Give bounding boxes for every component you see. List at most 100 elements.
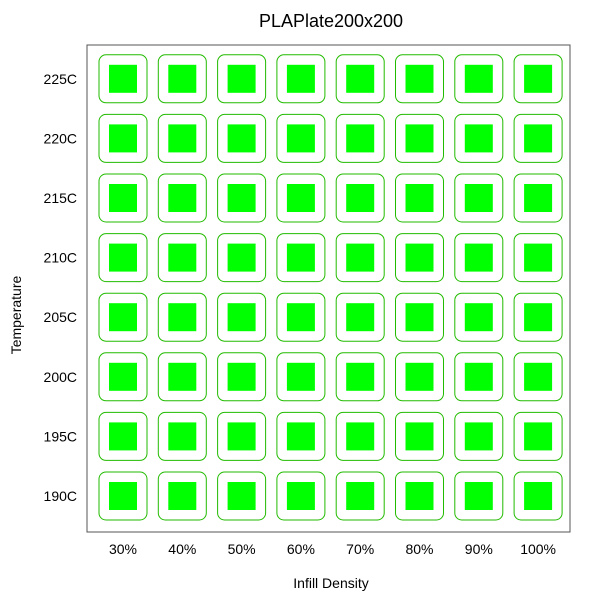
y-tick-label: 190C [44,488,77,504]
cell-80pct-220C [395,113,444,163]
cell-fill [109,303,137,332]
cell-80pct-225C [395,54,444,104]
cell-outline [395,411,444,461]
cell-fill [346,64,375,93]
cell-fill [464,243,493,272]
cell-fill [168,362,197,391]
cell-fill [524,64,553,93]
cell-fill [168,422,197,451]
cell-fill [524,482,553,510]
x-axis-label: Infill Density [293,575,368,591]
cell-fill [168,482,197,510]
cell-fill [286,243,315,272]
cell-80pct-215C [395,173,444,223]
cell-100pct-195C [513,411,563,461]
cell-outline [335,411,385,461]
cell-80pct-190C [395,471,444,521]
cell-outline [276,113,326,163]
cell-50pct-200C [217,352,267,402]
cell-40pct-190C [157,471,207,521]
cell-outline [276,292,326,342]
cell-outline [157,233,207,283]
cell-outline [217,292,267,342]
x-tick-label: 80% [405,541,433,557]
cell-60pct-200C [276,352,326,402]
cell-70pct-225C [335,54,385,104]
cell-outline [454,411,504,461]
plot-frame [86,44,571,533]
y-tick-label: 220C [44,130,77,146]
cell-fill [109,482,137,510]
cell-outline [513,471,563,521]
cell-outline [335,173,385,223]
cell-100pct-220C [513,113,563,163]
cell-fill [346,482,375,510]
x-tick-label: 90% [465,541,493,557]
cell-80pct-210C [395,233,444,283]
cell-outline [335,471,385,521]
cell-fill [227,303,256,332]
cell-80pct-205C [395,292,444,342]
cell-outline [335,292,385,342]
cell-50pct-225C [217,54,267,104]
cell-outline [335,113,385,163]
cell-70pct-215C [335,173,385,223]
cell-50pct-205C [217,292,267,342]
cell-50pct-220C [217,113,267,163]
cell-outline [217,54,267,104]
cell-outline [98,411,148,461]
cell-100pct-225C [513,54,563,104]
cell-outline [217,173,267,223]
cell-fill [464,422,493,451]
cell-90pct-225C [454,54,504,104]
cell-outline [513,352,563,402]
cell-outline [98,113,148,163]
cell-fill [524,422,553,451]
cell-fill [286,422,315,451]
cell-outline [98,173,148,223]
cell-outline [276,352,326,402]
cell-fill [405,482,434,510]
cell-100pct-215C [513,173,563,223]
cell-fill [524,243,553,272]
cell-outline [513,113,563,163]
cell-outline [157,173,207,223]
cell-30pct-205C [98,292,148,342]
cell-fill [464,184,493,212]
cell-fill [346,124,375,153]
cell-fill [227,184,256,212]
y-tick-label: 210C [44,250,77,266]
cell-60pct-205C [276,292,326,342]
cell-90pct-210C [454,233,504,283]
cell-fill [286,124,315,153]
x-tick-label: 50% [228,541,256,557]
cell-fill [109,184,137,212]
cell-90pct-200C [454,352,504,402]
cell-outline [217,113,267,163]
cell-fill [464,124,493,153]
cell-fill [524,303,553,332]
cell-fill [405,303,434,332]
cell-fill [286,184,315,212]
cell-50pct-190C [217,471,267,521]
cell-outline [98,352,148,402]
cell-90pct-220C [454,113,504,163]
cell-50pct-195C [217,411,267,461]
cell-60pct-215C [276,173,326,223]
cell-outline [513,54,563,104]
cell-fill [405,64,434,93]
cell-40pct-210C [157,233,207,283]
cell-outline [276,471,326,521]
cell-40pct-205C [157,292,207,342]
cell-outline [157,292,207,342]
cell-70pct-210C [335,233,385,283]
cell-outline [276,233,326,283]
cell-100pct-200C [513,352,563,402]
cell-outline [157,113,207,163]
cell-fill [109,64,137,93]
cell-100pct-210C [513,233,563,283]
cell-fill [286,482,315,510]
cell-outline [98,54,148,104]
cell-outline [335,352,385,402]
